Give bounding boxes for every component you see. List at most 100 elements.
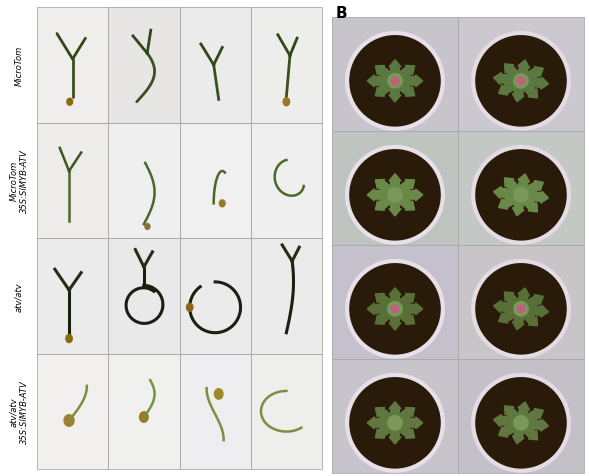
FancyArrow shape [375, 407, 398, 426]
Bar [251, 123, 322, 238]
FancyArrow shape [519, 68, 543, 85]
FancyArrow shape [512, 81, 525, 102]
Ellipse shape [64, 415, 74, 426]
Bar [180, 8, 251, 123]
Ellipse shape [145, 224, 150, 230]
Circle shape [391, 78, 399, 86]
Ellipse shape [67, 99, 72, 106]
Bar [458, 359, 584, 473]
FancyArrow shape [505, 178, 524, 198]
FancyArrow shape [519, 181, 543, 199]
FancyArrow shape [375, 306, 398, 325]
Bar [37, 123, 108, 238]
Circle shape [347, 375, 443, 471]
FancyArrow shape [499, 192, 523, 209]
FancyArrow shape [375, 294, 398, 313]
Bar [251, 123, 322, 238]
Bar [251, 8, 322, 123]
FancyArrow shape [518, 420, 538, 440]
FancyArrow shape [521, 78, 548, 90]
FancyArrow shape [494, 73, 521, 86]
Bar [37, 354, 108, 469]
FancyArrow shape [505, 406, 524, 426]
FancyArrow shape [519, 409, 543, 426]
Bar [37, 123, 108, 238]
Bar [251, 354, 322, 469]
FancyArrow shape [395, 76, 423, 88]
FancyArrow shape [392, 407, 415, 426]
Text: MicroTom: MicroTom [15, 46, 24, 86]
FancyArrow shape [392, 192, 415, 211]
Bar [180, 354, 251, 469]
FancyArrow shape [517, 61, 530, 82]
Bar [332, 246, 458, 359]
Bar [37, 354, 108, 469]
Bar [458, 132, 584, 246]
FancyArrow shape [518, 306, 538, 326]
FancyArrow shape [517, 288, 530, 310]
Bar [458, 18, 584, 132]
Bar [108, 238, 180, 354]
FancyArrow shape [367, 303, 395, 315]
Circle shape [347, 34, 443, 129]
Circle shape [514, 416, 528, 430]
FancyArrow shape [392, 66, 415, 85]
FancyArrow shape [375, 66, 398, 85]
Bar [332, 246, 458, 359]
FancyArrow shape [512, 422, 525, 444]
FancyArrow shape [375, 192, 398, 211]
FancyArrow shape [521, 305, 548, 317]
Circle shape [388, 302, 402, 317]
Bar [251, 238, 322, 354]
Circle shape [517, 78, 525, 86]
Circle shape [514, 302, 528, 317]
FancyArrow shape [519, 295, 543, 313]
Bar [108, 354, 180, 469]
FancyArrow shape [494, 187, 521, 200]
FancyArrow shape [389, 309, 401, 330]
FancyArrow shape [392, 180, 415, 199]
FancyArrow shape [389, 60, 401, 82]
Ellipse shape [219, 200, 225, 208]
FancyArrow shape [395, 303, 423, 315]
FancyArrow shape [395, 189, 423, 201]
FancyArrow shape [389, 196, 401, 217]
Ellipse shape [214, 389, 223, 399]
FancyArrow shape [521, 419, 548, 431]
FancyArrow shape [494, 415, 521, 427]
Bar [180, 8, 251, 123]
Circle shape [514, 188, 528, 203]
Circle shape [388, 75, 402, 89]
Text: atv/atv
35S:SlMYB-ATV: atv/atv 35S:SlMYB-ATV [9, 379, 29, 443]
Circle shape [473, 148, 569, 243]
Bar [332, 18, 458, 132]
FancyArrow shape [395, 417, 423, 429]
Circle shape [391, 306, 399, 313]
FancyArrow shape [389, 82, 401, 103]
Text: MicroTom
35S:SlMYB-ATV: MicroTom 35S:SlMYB-ATV [9, 149, 29, 213]
FancyArrow shape [518, 192, 538, 212]
FancyArrow shape [392, 419, 415, 438]
Bar [458, 246, 584, 359]
FancyArrow shape [375, 419, 398, 438]
Bar [37, 8, 108, 123]
Bar [37, 8, 108, 123]
FancyArrow shape [499, 419, 523, 437]
Bar [108, 354, 180, 469]
FancyArrow shape [499, 78, 523, 96]
Bar [251, 354, 322, 469]
FancyArrow shape [521, 191, 548, 204]
FancyArrow shape [389, 402, 401, 423]
FancyArrow shape [494, 301, 521, 314]
Ellipse shape [140, 412, 148, 422]
Circle shape [388, 416, 402, 430]
Bar [180, 238, 251, 354]
FancyArrow shape [392, 78, 415, 97]
Bar [332, 132, 458, 246]
Circle shape [514, 75, 528, 89]
Bar [458, 132, 584, 246]
Bar [332, 359, 458, 473]
Bar [180, 123, 251, 238]
FancyArrow shape [499, 306, 523, 323]
FancyArrow shape [505, 292, 524, 312]
